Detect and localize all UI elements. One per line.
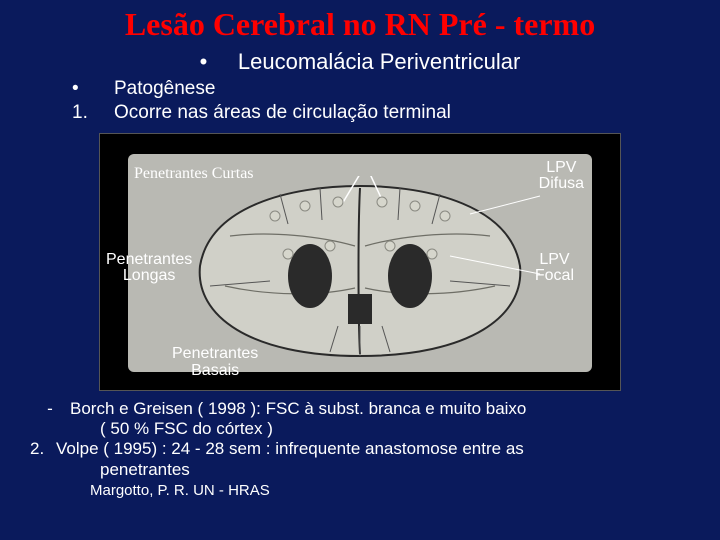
bullet-text-1: Patogênese <box>114 77 215 101</box>
label-pen-basais-l1: Penetrantes <box>172 346 258 363</box>
brain-illustration <box>170 176 550 366</box>
credit-line: Margotto, P. R. UN - HRAS <box>90 482 720 499</box>
bullet-text-2: Ocorre nas áreas de circulação terminal <box>114 101 451 125</box>
bullet-mark-2: 1. <box>72 101 90 125</box>
diagram-frame: Penetrantes Curtas LPV Difusa Penetrante… <box>99 133 621 391</box>
diagram-panel <box>128 154 592 372</box>
body-line-3-lead: 2. <box>30 439 56 459</box>
body-line-2: ( 50 % FSC do córtex ) <box>100 419 690 439</box>
body-line-3: 2. Volpe ( 1995) : 24 - 28 sem : infrequ… <box>30 439 690 459</box>
label-lpv-focal-l1: LPV <box>535 252 574 269</box>
body-line-1-lead: - <box>30 399 70 419</box>
label-penetrantes-curtas: Penetrantes Curtas <box>134 166 254 183</box>
body-text: - Borch e Greisen ( 1998 ): FSC à subst.… <box>30 399 690 481</box>
label-lpv-focal: LPV Focal <box>535 252 574 286</box>
subtitle-bullet: • <box>200 49 208 74</box>
body-line-3-text: Volpe ( 1995) : 24 - 28 sem : infrequent… <box>56 439 524 459</box>
label-penetrantes-longas: Penetrantes Longas <box>106 252 192 286</box>
label-lpv-difusa: LPV Difusa <box>539 160 584 194</box>
slide-title: Lesão Cerebral no RN Pré - termo <box>0 0 720 43</box>
label-penetrantes-basais: Penetrantes Basais <box>172 346 258 380</box>
label-lpv-difusa-l2: Difusa <box>539 176 584 193</box>
label-pen-longas-l1: Penetrantes <box>106 252 192 269</box>
label-pen-longas-l2: Longas <box>106 268 192 285</box>
label-lpv-difusa-l1: LPV <box>539 160 584 177</box>
bullet-mark-1: • <box>72 77 90 101</box>
label-pen-basais-l2: Basais <box>172 363 258 380</box>
body-line-1: - Borch e Greisen ( 1998 ): FSC à subst.… <box>30 399 690 419</box>
bullet-block: • Patogênese 1. Ocorre nas áreas de circ… <box>72 77 720 125</box>
subtitle-text: Leucomalácia Periventricular <box>238 49 520 74</box>
body-line-1-text: Borch e Greisen ( 1998 ): FSC à subst. b… <box>70 399 526 419</box>
bullet-row-1: • Patogênese <box>72 77 720 101</box>
body-line-4: penetrantes <box>100 460 690 480</box>
subtitle-row: • Leucomalácia Periventricular <box>0 49 720 75</box>
bullet-row-2: 1. Ocorre nas áreas de circulação termin… <box>72 101 720 125</box>
label-lpv-focal-l2: Focal <box>535 268 574 285</box>
